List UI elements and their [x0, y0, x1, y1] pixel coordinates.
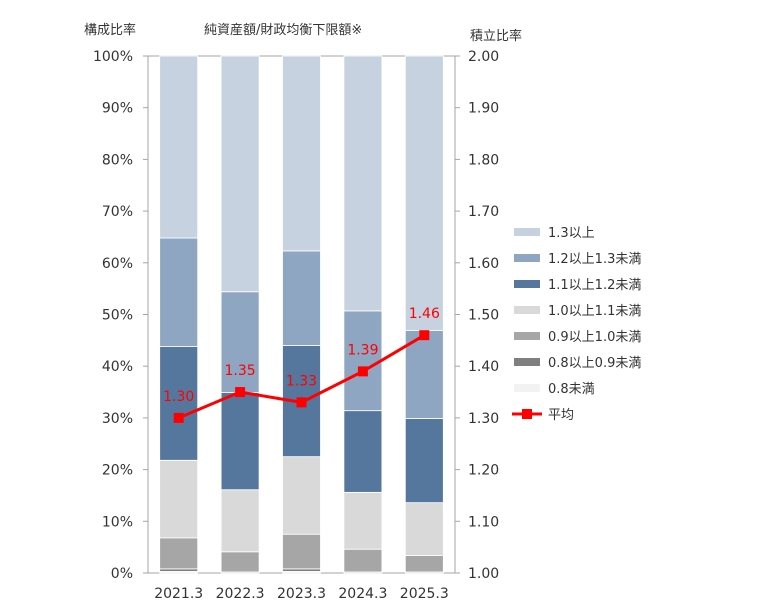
average-marker — [357, 366, 368, 377]
average-data-label: 1.46 — [409, 306, 440, 322]
bar-segment — [343, 310, 383, 412]
legend-label: 0.8以上0.9未満 — [548, 356, 641, 371]
x-tick-label: 2021.3 — [154, 586, 203, 602]
legend: 1.3以上 1.2以上1.3未満 1.1以上1.2未満 1.0以上1.1未満 0.9以上… — [512, 226, 641, 423]
x-tick-label: 2022.3 — [216, 586, 265, 602]
average-marker — [296, 397, 307, 408]
left-tick-label: 90% — [102, 101, 133, 117]
bar-segment — [343, 548, 383, 573]
right-tick-label: 1.80 — [468, 152, 499, 168]
average-data-label: 1.39 — [347, 342, 378, 358]
right-axis-title: 積立比率 — [470, 28, 522, 44]
bar-segment — [404, 418, 444, 504]
legend-swatch — [514, 306, 540, 314]
legend-label: 1.1以上1.2未満 — [548, 278, 641, 293]
right-axis: 1.00 1.10 1.20 1.30 1.40 1.50 1.60 1.70 1.80 1.90… — [455, 49, 499, 582]
left-axis-title: 構成比率 — [84, 22, 136, 38]
x-tick-label: 2024.3 — [338, 586, 387, 602]
legend-label: 0.8未満 — [548, 382, 595, 397]
legend-swatch — [514, 332, 540, 340]
right-tick-label: 1.00 — [468, 566, 499, 582]
bar-segment — [404, 55, 444, 331]
bar-segment — [282, 55, 321, 252]
left-tick-label: 60% — [102, 256, 133, 272]
left-tick-label: 10% — [102, 514, 133, 530]
left-tick-label: 20% — [102, 463, 133, 479]
bar-segment — [282, 533, 321, 570]
right-tick-label: 1.90 — [468, 101, 499, 117]
legend-label: 平均 — [548, 408, 574, 423]
x-tick-label: 2023.3 — [277, 586, 326, 602]
average-data-label: 1.35 — [225, 363, 256, 379]
bar-series-group — [159, 55, 444, 574]
bar-segment — [220, 551, 260, 573]
bar-segment — [343, 491, 383, 550]
left-tick-label: 80% — [102, 152, 133, 168]
bar-segment — [343, 55, 383, 312]
bar-segment — [220, 55, 260, 293]
bar-segment — [159, 537, 199, 570]
average-line-group: 1.30 1.35 1.33 1.39 1.46 — [163, 306, 440, 423]
bar-segment — [404, 555, 444, 573]
bar-segment — [282, 456, 321, 535]
left-tick-label: 0% — [111, 566, 133, 582]
bar-segment — [343, 410, 383, 493]
bar-segment — [220, 489, 260, 553]
bar-segment — [159, 55, 199, 239]
bar-segment — [404, 330, 444, 419]
legend-label: 1.2以上1.3未満 — [548, 252, 641, 267]
legend-line-marker — [522, 409, 532, 419]
left-axis: 0% 10% 20% 30% 40% 50% 60% 70% 80% 90% 100% — [93, 49, 148, 582]
legend-label: 1.0以上1.1未満 — [548, 304, 641, 319]
left-tick-label: 50% — [102, 308, 133, 324]
bar-segment — [404, 502, 444, 556]
right-tick-label: 1.60 — [468, 256, 499, 272]
bar-segment — [159, 237, 199, 347]
left-tick-label: 100% — [93, 49, 133, 65]
left-tick-label: 30% — [102, 411, 133, 427]
right-tick-label: 1.50 — [468, 308, 499, 324]
bar-segment — [159, 459, 199, 539]
right-tick-label: 1.40 — [468, 359, 499, 375]
bar-segment — [282, 250, 321, 346]
right-tick-label: 2.00 — [468, 49, 499, 65]
right-tick-label: 1.20 — [468, 463, 499, 479]
legend-swatch — [514, 384, 540, 392]
average-data-label: 1.30 — [163, 389, 194, 405]
legend-swatch — [514, 228, 540, 236]
legend-swatch — [514, 280, 540, 288]
right-tick-label: 1.30 — [468, 411, 499, 427]
legend-label: 0.9以上1.0未満 — [548, 330, 641, 345]
average-data-label: 1.33 — [286, 373, 317, 389]
legend-swatch — [514, 254, 540, 262]
bar-segment — [220, 392, 260, 491]
right-tick-label: 1.10 — [468, 514, 499, 530]
legend-label: 1.3以上 — [548, 226, 595, 241]
legend-swatch — [514, 358, 540, 366]
right-tick-label: 1.70 — [468, 204, 499, 220]
x-tick-label: 2025.3 — [400, 586, 449, 602]
average-marker — [419, 330, 430, 341]
average-marker — [173, 412, 184, 423]
average-marker — [235, 387, 246, 398]
left-tick-label: 40% — [102, 359, 133, 375]
x-axis: 2021.3 2022.3 2023.3 2024.3 2025.3 — [154, 586, 449, 602]
left-tick-label: 70% — [102, 204, 133, 220]
chart-title: 純資産額/財政均衡下限額※ — [204, 22, 362, 38]
